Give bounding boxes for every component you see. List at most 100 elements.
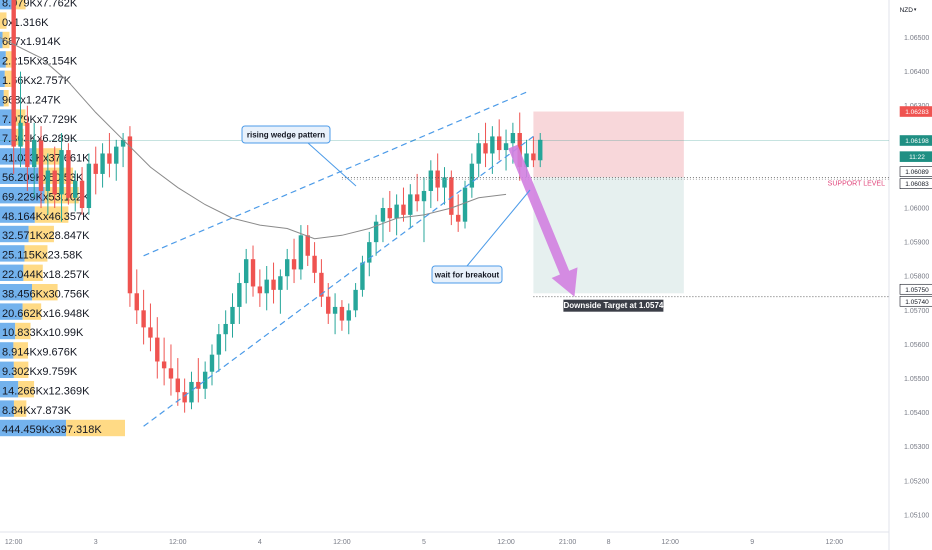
- volume-profile-buy-bar: [0, 381, 19, 398]
- candle-body: [31, 139, 37, 168]
- candle-body: [120, 139, 126, 147]
- volume-profile-sell-bar: [13, 0, 26, 10]
- candle-body: [278, 276, 283, 290]
- callout-pointer: [307, 142, 357, 187]
- candle-body: [497, 136, 502, 151]
- support-level-label: SUPPORT LEVEL: [828, 181, 885, 188]
- y-tick-label: 1.05700: [904, 308, 929, 315]
- candle-body: [517, 133, 522, 168]
- candle-body: [59, 150, 64, 195]
- x-tick-label: 3: [94, 539, 98, 546]
- x-tick-label: 21:00: [559, 539, 577, 546]
- candle-body: [202, 371, 208, 389]
- y-tick-label: 1.05500: [904, 376, 929, 383]
- callout-text: wait for breakout: [434, 271, 500, 280]
- candle-body: [86, 163, 92, 209]
- candle-body: [257, 286, 263, 294]
- volume-profile-buy-bar: [0, 303, 23, 320]
- volume-profile-label: 2.215Kx3.154K: [2, 56, 78, 68]
- candle-body: [45, 170, 51, 191]
- volume-profile-buy-bar: [0, 148, 33, 165]
- candle-body: [531, 153, 536, 161]
- candle-body: [114, 146, 119, 164]
- volume-profile-label: 0x1.316K: [2, 17, 49, 29]
- volume-profile-label: 32.571Kx28.847K: [2, 230, 90, 242]
- candle-body: [339, 306, 345, 321]
- candle-body: [107, 153, 112, 164]
- volume-profile-buy-bar: [0, 109, 13, 126]
- price-badge-support2: [899, 178, 932, 189]
- y-tick-label: 1.05400: [904, 410, 929, 417]
- price-badge-target: [899, 283, 932, 295]
- price-badge-label: 1.05740: [905, 299, 929, 306]
- candle-body: [408, 194, 413, 215]
- volume-profile-label: 41.033Kx37.661K: [2, 153, 90, 165]
- volume-profile-sell-bar: [0, 12, 7, 29]
- lower-trendline[interactable]: [143, 135, 534, 427]
- candle-body: [462, 187, 468, 222]
- candle-body: [93, 163, 98, 174]
- currency-selector[interactable]: NZD ▾: [897, 4, 919, 16]
- callout-box: [241, 125, 331, 144]
- y-tick-label: 1.06500: [904, 35, 929, 42]
- candle-body: [319, 272, 324, 297]
- volume-profile-label: 687x1.914K: [2, 36, 61, 48]
- volume-profile-sell-bar: [13, 400, 27, 417]
- x-tick-label: 8: [607, 539, 611, 546]
- candle-body: [435, 170, 440, 188]
- volume-profile-buy-bar: [0, 322, 16, 340]
- stop-loss-zone: [533, 111, 684, 178]
- downside-arrow: [508, 144, 578, 297]
- x-tick-label: 12:00: [5, 539, 23, 546]
- candle-body: [18, 122, 23, 147]
- candle-body: [291, 259, 297, 270]
- candle-body: [79, 180, 85, 209]
- candle-body: [182, 392, 187, 403]
- candle-body: [196, 381, 201, 389]
- volume-profile-buy-bar: [0, 70, 5, 87]
- volume-profile-sell-bar: [12, 128, 24, 146]
- volume-profile-buy-bar: [0, 51, 6, 68]
- candle-body: [503, 143, 509, 151]
- candle-body: [189, 381, 194, 403]
- price-badge-label: 1.06089: [905, 169, 929, 176]
- price-badge-label: 11:22: [909, 154, 925, 161]
- currency-label: NZD: [899, 6, 913, 14]
- volume-profile-label: 8.914Kx9.676K: [2, 347, 78, 359]
- price-badge-label: 1.06083: [905, 181, 929, 188]
- candle-body: [250, 259, 256, 287]
- volume-profile-sell-bar: [34, 206, 69, 223]
- target-label-text: Downside Target at 1.0574: [563, 301, 663, 310]
- candle-body: [524, 153, 529, 168]
- x-tick-label: 12:00: [497, 539, 515, 546]
- candle-body: [326, 296, 331, 314]
- candle-body: [449, 177, 454, 215]
- candle-body: [11, 0, 16, 147]
- volume-profile-label: 38.456Kx30.756K: [2, 288, 90, 300]
- volume-profile-sell-bar: [18, 381, 35, 398]
- volume-profile-sell-bar: [28, 225, 54, 243]
- candle-body: [353, 289, 358, 311]
- volume-profile-buy-bar: [0, 167, 39, 184]
- volume-profile-sell-bar: [15, 322, 31, 340]
- candle-body: [373, 221, 379, 243]
- candle-body: [141, 310, 146, 328]
- volume-profile-label: 9.302Kx9.759K: [2, 366, 78, 378]
- callout-box: [431, 265, 503, 284]
- price-badge-support: [899, 166, 932, 177]
- volume-profile-sell-bar: [3, 90, 9, 107]
- price-badge-current: [899, 135, 932, 146]
- x-tick-label: 9: [750, 539, 754, 546]
- price-badge-label: 1.06198: [905, 138, 929, 145]
- profit-target-zone: [533, 177, 684, 294]
- volume-profile-sell-bar: [23, 264, 43, 281]
- volume-profile-label: 8.079Kx7.762K: [2, 0, 78, 9]
- moving-average-line: [0, 37, 507, 240]
- volume-profile-buy-bar: [0, 206, 35, 223]
- y-tick-label: 1.06400: [904, 69, 929, 76]
- y-tick-label: 1.05300: [904, 444, 929, 451]
- candle-body: [237, 283, 242, 307]
- candle-body: [490, 136, 495, 154]
- volume-profile-buy-bar: [0, 187, 45, 204]
